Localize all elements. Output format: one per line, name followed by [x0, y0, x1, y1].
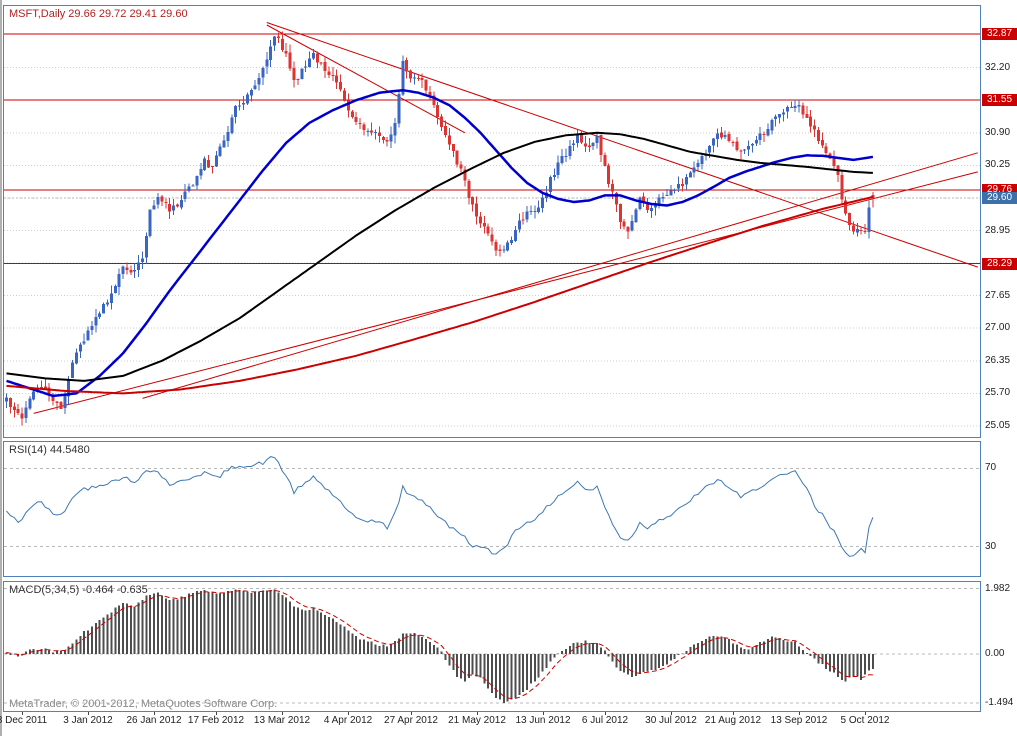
x-axis-label: 3 Jan 2012 [63, 715, 113, 726]
x-axis-label: 30 Jul 2012 [645, 715, 697, 726]
x-axis-label: 21 May 2012 [448, 715, 506, 726]
copyright-text: MetaTrader, © 2001-2012, MetaQuotes Soft… [9, 698, 278, 710]
price-plot [4, 22, 980, 427]
trendline-ascending-upper[interactable] [142, 152, 978, 399]
ohlc-values: 29.66 29.72 29.41 29.60 [68, 8, 188, 20]
rsi-name: RSI(14) [9, 444, 47, 456]
price-line-tag-28.29: 28.29 [982, 258, 1017, 270]
macd-indicator-panel[interactable]: MACD(5,34,5) -0.464 -0.635 MetaTrader, ©… [3, 581, 981, 712]
x-axis-tick [865, 712, 866, 715]
macd-histogram [5, 589, 874, 703]
price-axis-label: 30.90 [985, 127, 1011, 138]
x-axis-tick [799, 712, 800, 715]
x-axis-tick [88, 712, 89, 715]
symbol-label: MSFT,Daily [9, 8, 66, 20]
x-axis-label: 13 Jun 2012 [515, 715, 571, 726]
x-axis-tick [733, 712, 734, 715]
rsi-label: RSI(14) 44.5480 [9, 444, 90, 456]
price-chart-panel[interactable]: MSFT,Daily 29.66 29.72 29.41 29.60 [3, 5, 981, 438]
macd-signal-line [6, 589, 873, 700]
rsi-axis-label: 30 [985, 541, 997, 552]
trendline-ascending-lower[interactable] [33, 171, 978, 414]
x-axis-tick [154, 712, 155, 715]
macd-axis-label: 0.00 [985, 648, 1005, 659]
x-axis-tick [543, 712, 544, 715]
x-axis-tick [411, 712, 412, 715]
price-axis-label: 25.70 [985, 387, 1011, 398]
x-axis-label: 6 Jul 2012 [581, 715, 629, 726]
price-axis-label: 25.05 [985, 420, 1011, 431]
price-axis-label: 27.00 [985, 322, 1011, 333]
mid-ma-black [6, 131, 873, 382]
window-edge [0, 0, 2, 736]
x-axis-tick [282, 712, 283, 715]
x-axis-label: 26 Jan 2012 [126, 715, 182, 726]
x-axis-tick [671, 712, 672, 715]
macd-axis-label: -1.494 [985, 697, 1014, 708]
x-axis-label: 21 Aug 2012 [704, 715, 762, 726]
x-axis-label: 13 Sep 2012 [770, 715, 828, 726]
rsi-value: 44.5480 [49, 444, 90, 456]
x-axis-label: 8 Dec 2011 [0, 715, 48, 726]
symbol-period-label: MSFT,Daily 29.66 29.72 29.41 29.60 [9, 8, 188, 20]
rsi-axis-label: 70 [985, 462, 997, 473]
macd-plot [4, 588, 980, 704]
candlesticks [5, 31, 875, 426]
slow-ma-red [6, 195, 874, 395]
rsi-indicator-panel[interactable]: RSI(14) 44.5480 [3, 441, 981, 577]
x-axis-tick [605, 712, 606, 715]
rsi-line [6, 456, 874, 557]
macd-axis-label: 1.982 [985, 583, 1011, 594]
x-axis-label: 13 Mar 2012 [253, 715, 311, 726]
rsi-plot [4, 456, 980, 557]
x-axis-label: 4 Apr 2012 [323, 715, 373, 726]
x-axis-tick [477, 712, 478, 715]
price-axis-label: 32.20 [985, 62, 1011, 73]
x-axis-label: 5 Oct 2012 [840, 715, 890, 726]
price-line-tag-31.55: 31.55 [982, 94, 1017, 106]
price-axis-label: 26.35 [985, 355, 1011, 366]
price-line-tag-32.87: 32.87 [982, 28, 1017, 40]
macd-values: -0.464 -0.635 [82, 584, 148, 596]
price-line-tag-29.60: 29.60 [982, 192, 1017, 204]
x-axis-tick [22, 712, 23, 715]
x-axis-label: 27 Apr 2012 [384, 715, 438, 726]
x-axis-tick [216, 712, 217, 715]
trendline-descending-main[interactable] [266, 22, 978, 268]
macd-label: MACD(5,34,5) -0.464 -0.635 [9, 584, 148, 596]
x-axis-tick [348, 712, 349, 715]
fast-ma-blue [6, 88, 874, 398]
macd-name: MACD(5,34,5) [9, 584, 80, 596]
price-axis-label: 27.65 [985, 290, 1011, 301]
trendline-descending-short[interactable] [266, 24, 466, 134]
price-axis-label: 28.95 [985, 225, 1011, 236]
x-axis-label: 17 Feb 2012 [187, 715, 245, 726]
price-axis-label: 30.25 [985, 159, 1011, 170]
